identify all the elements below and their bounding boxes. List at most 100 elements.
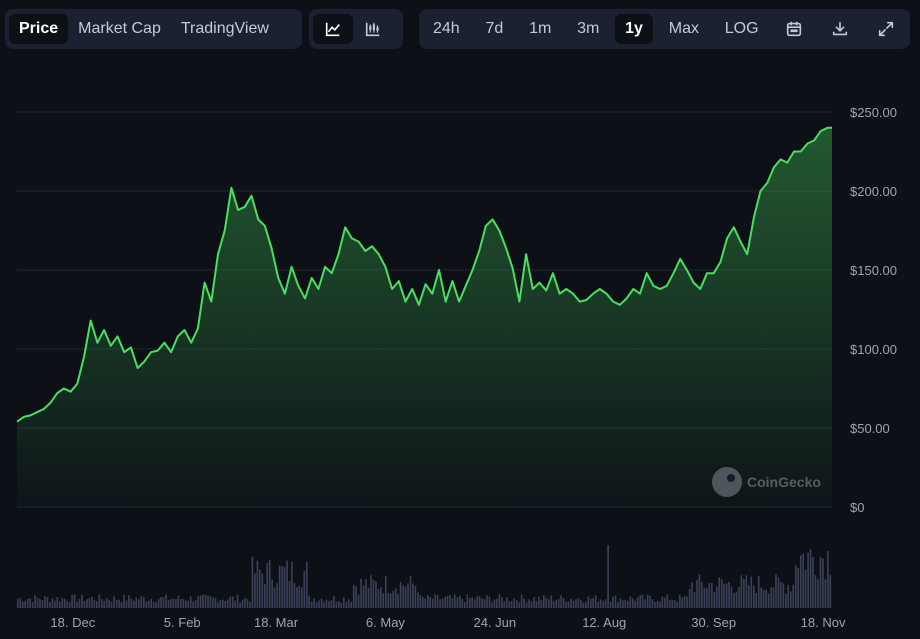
volume-bar bbox=[525, 602, 528, 608]
volume-bar bbox=[323, 602, 325, 608]
volume-bar bbox=[192, 601, 194, 608]
volume-bar bbox=[681, 597, 683, 608]
tab-price[interactable]: Price bbox=[9, 14, 69, 44]
volume-bar bbox=[68, 602, 71, 608]
volume-bar bbox=[777, 577, 780, 608]
volume-bar bbox=[738, 586, 740, 608]
range-24h[interactable]: 24h bbox=[423, 14, 470, 44]
volume-bar bbox=[436, 595, 439, 608]
volume-bar bbox=[234, 600, 236, 608]
volume-bar bbox=[506, 597, 508, 608]
tab-market-cap-label: Market Cap bbox=[78, 20, 161, 37]
volume-bar bbox=[110, 601, 113, 608]
expand-button[interactable] bbox=[866, 14, 906, 44]
volume-bar bbox=[501, 597, 503, 608]
y-tick-label: $0 bbox=[850, 500, 864, 515]
data-type-tabs: Price Market Cap TradingView bbox=[5, 9, 302, 49]
range-7d[interactable]: 7d bbox=[476, 14, 514, 44]
volume-bar bbox=[456, 597, 459, 608]
volume-bar bbox=[693, 592, 696, 608]
range-3m[interactable]: 3m bbox=[567, 14, 609, 44]
volume-bar bbox=[422, 597, 424, 608]
volume-bar bbox=[772, 587, 775, 608]
volume-bar bbox=[61, 598, 64, 608]
volume-bar bbox=[604, 599, 607, 608]
volume-bar bbox=[133, 600, 135, 608]
candlestick-chart-button[interactable] bbox=[353, 14, 393, 44]
range-log[interactable]: LOG bbox=[715, 14, 769, 44]
chart-type-toggle bbox=[309, 9, 403, 49]
volume-bar bbox=[725, 583, 728, 608]
volume-bar bbox=[199, 595, 202, 608]
volume-bar bbox=[184, 600, 187, 608]
volume-bar bbox=[162, 597, 165, 608]
volume-bar bbox=[740, 575, 743, 608]
volume-bar bbox=[627, 600, 629, 608]
volume-bar bbox=[478, 596, 481, 608]
calendar-button[interactable] bbox=[774, 14, 814, 44]
volume-bar bbox=[249, 602, 251, 608]
volume-bar bbox=[587, 596, 590, 608]
volume-bar bbox=[822, 558, 824, 608]
volume-bar bbox=[666, 594, 669, 608]
volume-bar bbox=[281, 566, 283, 608]
volume-bar bbox=[19, 598, 22, 608]
volume-bar bbox=[678, 594, 681, 608]
volume-bar bbox=[355, 586, 357, 608]
volume-bar bbox=[330, 600, 333, 608]
volume-bar bbox=[392, 590, 394, 608]
volume-bar bbox=[817, 579, 819, 608]
volume-bar bbox=[397, 594, 399, 608]
range-max[interactable]: Max bbox=[659, 14, 709, 44]
volume-bar bbox=[81, 594, 83, 608]
volume-bar bbox=[135, 597, 138, 608]
range-1y[interactable]: 1y bbox=[615, 14, 653, 44]
range-1m[interactable]: 1m bbox=[519, 14, 561, 44]
volume-bar bbox=[88, 598, 91, 608]
volume-bar bbox=[360, 578, 362, 608]
volume-bar bbox=[207, 595, 209, 608]
volume-bar bbox=[594, 595, 597, 608]
volume-bar bbox=[370, 575, 372, 608]
volume-bar bbox=[735, 591, 738, 608]
x-tick-label: 18. Nov bbox=[801, 615, 846, 630]
volume-bar bbox=[187, 600, 189, 608]
volume-bar bbox=[622, 600, 624, 608]
volume-bar bbox=[49, 602, 51, 608]
tab-market-cap[interactable]: Market Cap bbox=[68, 14, 171, 44]
volume-bar bbox=[590, 598, 592, 608]
volume-bar bbox=[760, 587, 762, 608]
volume-bar bbox=[632, 598, 634, 608]
line-chart-button[interactable] bbox=[313, 14, 353, 44]
volume-bar bbox=[617, 602, 619, 608]
volume-bar bbox=[93, 600, 96, 608]
volume-bar bbox=[439, 599, 441, 608]
volume-bar bbox=[592, 598, 594, 608]
volume-bar bbox=[770, 587, 772, 608]
volume-bar bbox=[750, 576, 753, 608]
volume-bar bbox=[508, 601, 511, 608]
volume-bar bbox=[407, 583, 409, 608]
volume-bar bbox=[624, 599, 627, 608]
volume-bar bbox=[17, 598, 19, 608]
volume-bar bbox=[795, 565, 797, 608]
volume-bar bbox=[83, 601, 86, 608]
volume-bar bbox=[441, 598, 444, 608]
volume-bar bbox=[767, 593, 770, 608]
volume-bar bbox=[486, 595, 488, 608]
volume-bar bbox=[688, 589, 691, 608]
volume-bar bbox=[214, 598, 217, 608]
volume-bar bbox=[585, 602, 587, 608]
volume-bar bbox=[597, 601, 599, 608]
volume-bar bbox=[259, 569, 261, 608]
range-24h-label: 24h bbox=[433, 20, 460, 37]
volume-bar bbox=[73, 594, 76, 608]
tab-tradingview[interactable]: TradingView bbox=[171, 14, 279, 44]
volume-bar bbox=[59, 601, 61, 608]
volume-bar bbox=[782, 583, 785, 608]
volume-bar bbox=[555, 599, 557, 608]
volume-bar bbox=[315, 602, 318, 608]
volume-bar bbox=[703, 587, 706, 608]
download-button[interactable] bbox=[820, 14, 860, 44]
volume-bar bbox=[103, 600, 105, 608]
